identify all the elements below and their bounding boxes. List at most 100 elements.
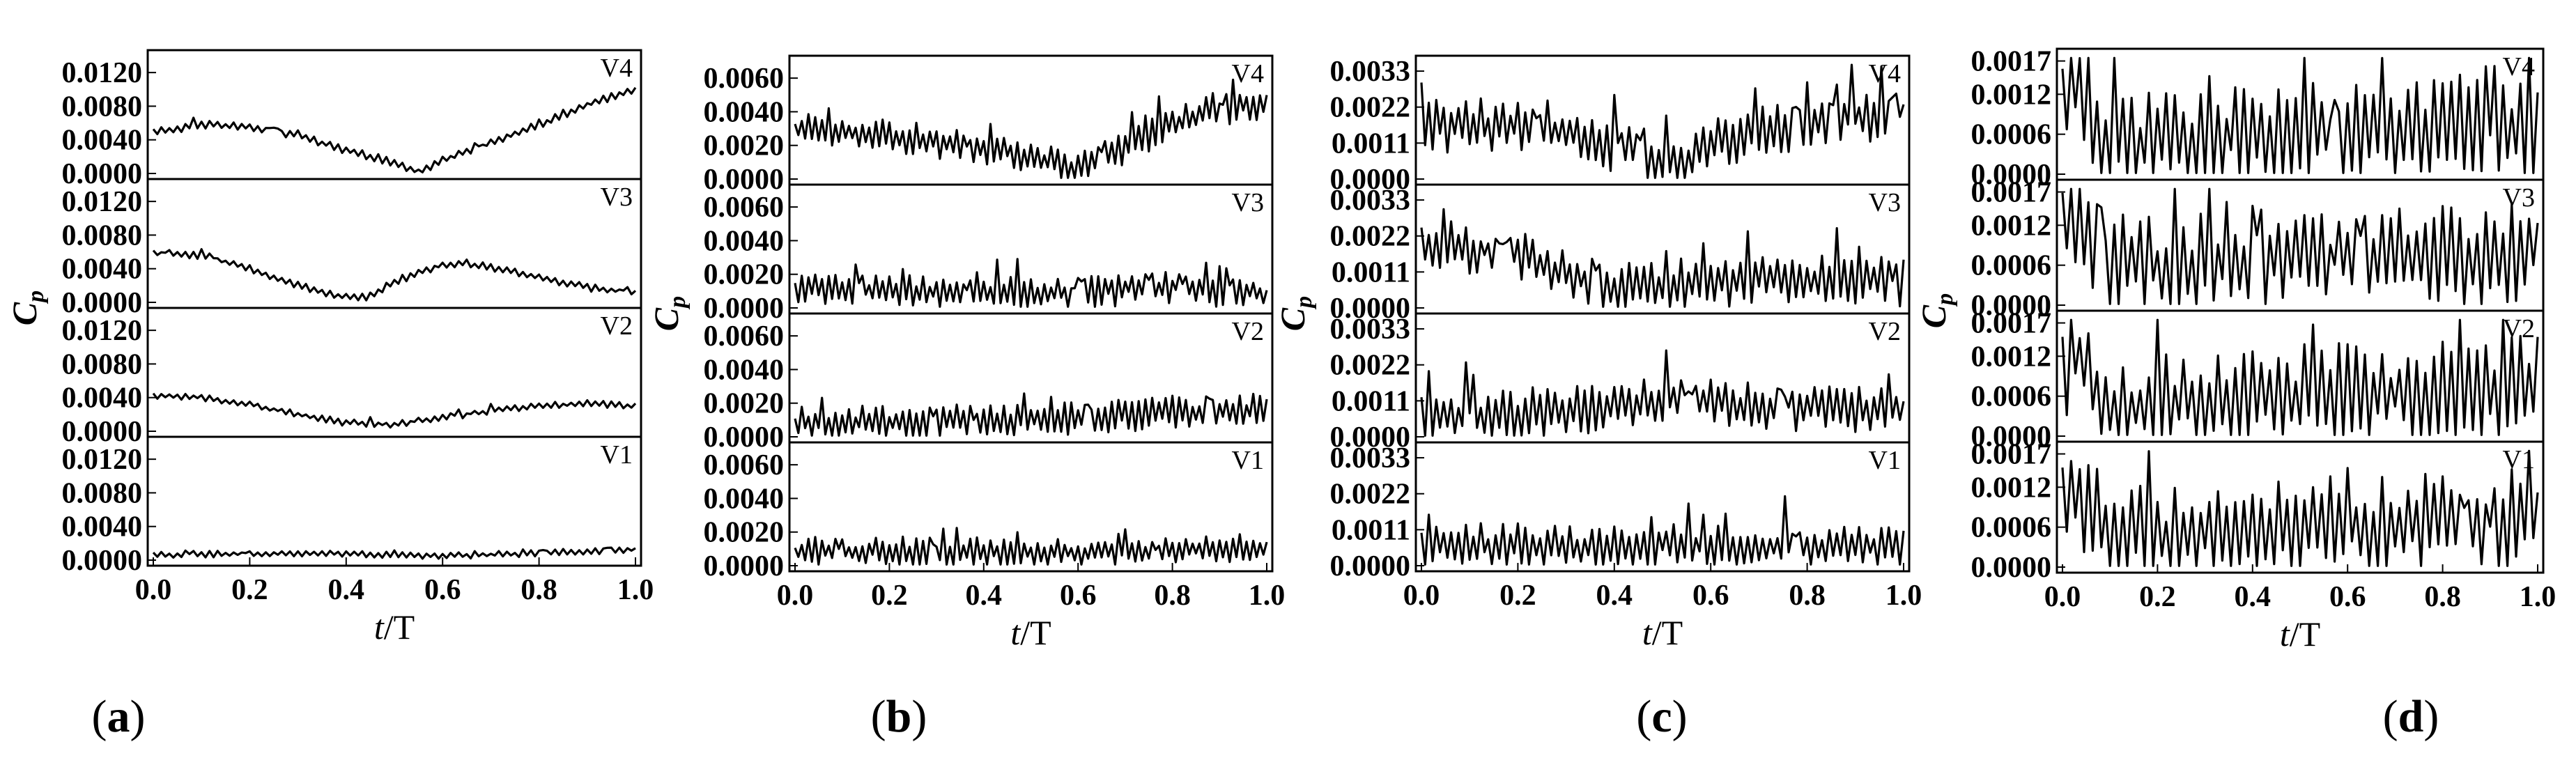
y-tick-label: 0.0040: [62, 254, 143, 286]
y-tick-label: 0.0012: [1971, 472, 2052, 504]
y-tick-label: 0.0011: [1332, 256, 1410, 288]
subplot-label: V3: [1869, 188, 1901, 217]
x-tick-label: 0.8: [2424, 581, 2461, 613]
subplot-frame: [1414, 441, 1911, 573]
y-axis-label: Cp: [647, 296, 691, 331]
x-tick-label: 0.2: [231, 574, 268, 606]
x-tick-label: 1.0: [617, 574, 654, 606]
y-tick-label: 0.0033: [1330, 56, 1411, 88]
series-line-v2: [794, 392, 1268, 437]
y-tick-label: 0.0020: [704, 259, 785, 291]
y-tick-label: 0.0120: [62, 57, 143, 89]
y-tick-label: 0.0060: [704, 63, 785, 95]
y-tick-label: 0.0000: [1330, 164, 1411, 196]
x-tick-label: 0.8: [1789, 580, 1826, 612]
y-tick-label: 0.0040: [704, 354, 785, 386]
panel-caption: (c): [1636, 691, 1687, 742]
y-tick-label: 0.0040: [704, 96, 785, 128]
subplot-label: V1: [1869, 446, 1901, 475]
y-tick-label: 0.0000: [1971, 552, 2052, 584]
series-line-v2: [1420, 349, 1905, 437]
y-axis-label: Cp: [5, 291, 49, 325]
x-tick-label: 0.4: [1596, 580, 1633, 612]
subplot-frame: [788, 312, 1274, 444]
y-tick-label: 0.0060: [704, 320, 785, 353]
y-tick-label: 0.0020: [704, 517, 785, 549]
subplot-frame: [788, 183, 1274, 315]
series-line-v1: [152, 546, 636, 560]
x-tick-label: 1.0: [1885, 580, 1922, 612]
y-tick-label: 0.0000: [704, 550, 785, 582]
y-tick-label: 0.0011: [1332, 127, 1410, 160]
y-tick-label: 0.0033: [1330, 314, 1411, 346]
x-axis-label: t/T: [2280, 614, 2320, 653]
x-tick-label: 0.0: [1403, 580, 1440, 612]
panel-caption: (a): [92, 691, 146, 742]
y-tick-label: 0.0080: [62, 477, 143, 509]
y-tick-label: 0.0012: [1971, 210, 2052, 242]
subplot-label: V2: [601, 311, 633, 341]
series-line-v3: [2061, 187, 2539, 305]
x-tick-label: 1.0: [2520, 581, 2556, 613]
y-tick-label: 0.0000: [1330, 293, 1411, 325]
y-tick-label: 0.0000: [704, 293, 785, 325]
x-tick-label: 0.0: [777, 580, 814, 612]
y-tick-label: 0.0120: [62, 315, 143, 347]
y-tick-label: 0.0080: [62, 219, 143, 251]
y-tick-label: 0.0120: [62, 186, 143, 218]
subplot-label: V4: [1869, 59, 1901, 88]
y-tick-label: 0.0011: [1332, 514, 1410, 546]
y-tick-label: 0.0040: [62, 511, 143, 543]
x-tick-label: 0.6: [1060, 580, 1097, 612]
y-tick-label: 0.0017: [1971, 46, 2052, 78]
x-tick-label: 0.6: [424, 574, 461, 606]
y-tick-label: 0.0080: [62, 91, 143, 123]
y-tick-label: 0.0040: [62, 125, 143, 157]
series-line-v2: [2061, 318, 2539, 436]
y-tick-label: 0.0022: [1330, 221, 1411, 253]
series-line-v4: [794, 78, 1268, 179]
subplot-frame: [146, 307, 642, 438]
subplot-label: V1: [1232, 446, 1264, 475]
y-tick-label: 0.0006: [1971, 381, 2052, 413]
subplot-label: V3: [1232, 188, 1264, 217]
y-tick-label: 0.0000: [1971, 421, 2052, 453]
y-tick-label: 0.0060: [704, 192, 785, 224]
y-tick-label: 0.0033: [1330, 442, 1411, 474]
series-line-v4: [2061, 56, 2539, 174]
y-tick-label: 0.0020: [704, 388, 785, 420]
x-tick-label: 0.2: [871, 580, 908, 612]
x-tick-label: 0.2: [2139, 581, 2176, 613]
y-tick-label: 0.0040: [704, 225, 785, 257]
y-tick-label: 0.0000: [62, 416, 143, 448]
x-tick-label: 0.0: [2044, 581, 2081, 613]
x-tick-label: 0.4: [328, 574, 365, 606]
y-tick-label: 0.0006: [1971, 119, 2052, 151]
series-line-v3: [794, 258, 1268, 308]
subplot-frame: [146, 435, 642, 567]
y-tick-label: 0.0006: [1971, 512, 2052, 544]
subplot-label: V4: [601, 54, 633, 83]
y-tick-label: 0.0012: [1971, 341, 2052, 373]
subplot-frame: [2056, 440, 2545, 574]
x-tick-label: 0.2: [1499, 580, 1536, 612]
y-tick-label: 0.0080: [62, 348, 143, 380]
y-tick-label: 0.0012: [1971, 79, 2052, 111]
x-tick-label: 0.4: [966, 580, 1003, 612]
series-line-v2: [152, 392, 637, 429]
x-tick-label: 0.8: [520, 574, 557, 606]
